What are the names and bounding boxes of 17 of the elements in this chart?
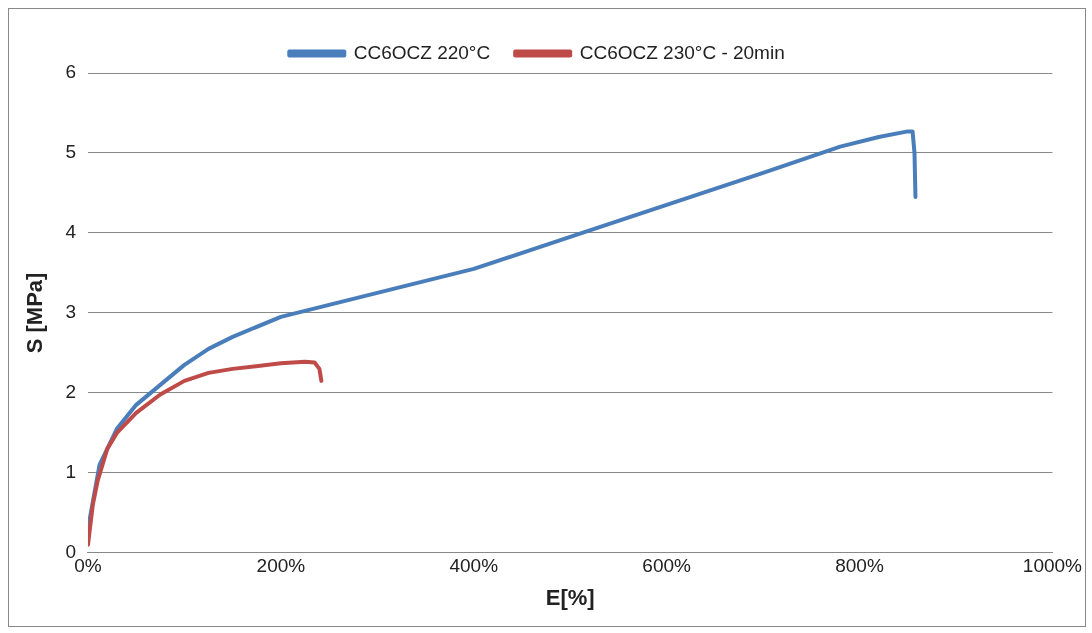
x-tick-label: 800% [835,555,884,577]
x-tick-label: 0% [74,555,102,577]
y-tick-label: 4 [65,221,77,243]
x-tick-label: 400% [449,555,499,577]
legend-label: CC6OCZ 220°C [353,41,491,63]
y-tick-label: 6 [65,61,76,83]
y-tick-label: 2 [65,381,76,403]
x-axis-title: E[%] [545,584,595,610]
y-tick-label: 5 [65,141,76,163]
legend-label: CC6OCZ 230°C - 20min [579,41,785,63]
y-tick-label: 0 [65,541,76,563]
x-tick-label: 200% [256,555,306,577]
x-tick-label: 600% [642,555,692,577]
y-tick-label: 3 [65,301,76,323]
x-tick-label: 1000% [1022,555,1083,577]
y-axis-title: S [MPa] [22,272,48,354]
y-tick-label: 1 [65,461,76,483]
